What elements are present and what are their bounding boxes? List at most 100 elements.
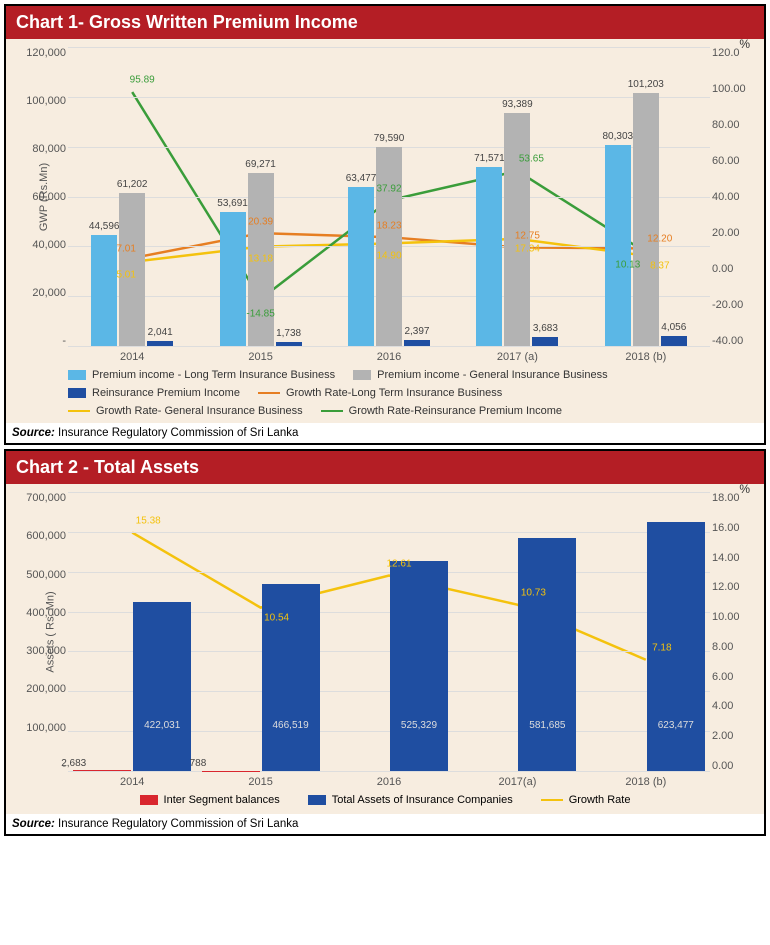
x-tick: 2014 [68,772,196,788]
axis-tick: 80.00 [712,119,740,131]
bar-group: 0525,329 [325,561,453,771]
axis-tick: 120,000 [26,47,66,59]
axis-tick: 2.00 [712,730,733,742]
gridline [68,492,710,493]
bar-general: 101,203 [633,93,659,346]
axis-tick: 700,000 [26,492,66,504]
bar-label: 2,397 [404,326,429,337]
chart2-plot: 2,683422,031788466,5190525,3290581,68506… [68,492,710,772]
bar-group: 63,47779,5902,397 [325,147,453,346]
bar-label: 581,685 [529,720,565,731]
legend-item: Premium income - Long Term Insurance Bus… [68,369,335,381]
chart2-body: Assets ( Rs. Mn) 700,000600,000500,00040… [6,484,764,814]
chart1-y-axis-right: % 120.0100.0080.0060.0040.0020.000.00-20… [710,47,756,347]
line-label: 15.38 [136,515,161,526]
axis-tick: 120.0 [712,47,740,59]
chart2-legend: Inter Segment balancesTotal Assets of In… [14,788,756,810]
bar-label: 466,519 [273,720,309,731]
chart1-plot: 44,59661,2022,04153,69169,2711,73863,477… [68,47,710,347]
bar-reinsurance: 4,056 [661,336,687,346]
line-label: 53.65 [519,154,544,165]
chart2-block: Chart 2 - Total Assets Assets ( Rs. Mn) … [4,449,766,836]
bar-label: 422,031 [144,720,180,731]
bar-long_term: 44,596 [91,235,117,346]
bar-label: 61,202 [117,179,148,190]
bar-general: 93,389 [504,113,530,346]
axis-tick: 8.00 [712,641,733,653]
chart1-body: GWP (Rs.Mn) 120,000100,00080,00060,00040… [6,39,764,423]
axis-tick: 16.00 [712,522,740,534]
line-label: 8.37 [650,261,669,272]
chart1-y-left-label: GWP (Rs.Mn) [38,163,50,231]
bar-label: 71,571 [474,153,505,164]
legend-label: Premium income - General Insurance Busin… [377,369,607,381]
chart1-block: Chart 1- Gross Written Premium Income GW… [4,4,766,445]
line-label: 5.01 [116,269,135,280]
axis-tick: 0.00 [712,760,733,772]
axis-tick: 20.00 [712,227,740,239]
bar-group: 788466,519 [196,584,324,771]
axis-tick: 10.00 [712,611,740,623]
legend-label: Growth Rate- General Insurance Business [96,405,303,417]
line-label: -14.85 [246,308,274,319]
line-label: 12.61 [386,558,411,569]
axis-tick: -40.00 [712,335,743,347]
chart1-legend: Premium income - Long Term Insurance Bus… [14,363,756,419]
chart2-y-right-label: % [739,482,750,496]
axis-tick: 18.00 [712,492,740,504]
chart2-plot-wrap: Assets ( Rs. Mn) 700,000600,000500,00040… [14,492,756,772]
legend-swatch [140,795,158,805]
legend-label: Inter Segment balances [164,794,280,806]
chart2-source-text: Insurance Regulatory Commission of Sri L… [58,818,298,830]
bar-reinsurance: 2,041 [147,341,173,346]
line-label: 12.75 [515,231,540,242]
x-tick: 2018 (b) [582,347,710,363]
bar-label: 3,683 [533,323,558,334]
line-label: 10.13 [615,260,640,271]
axis-tick: 600,000 [26,530,66,542]
gridline [68,346,710,347]
gridline [68,771,710,772]
legend-swatch [353,370,371,380]
legend-item: Inter Segment balances [140,794,280,806]
legend-swatch [308,795,326,805]
bar-label: 44,596 [89,221,120,232]
bar-label: 93,389 [502,99,533,110]
chart1-source: Source: Insurance Regulatory Commission … [6,423,764,443]
bar-label: 525,329 [401,720,437,731]
x-tick: 2016 [325,772,453,788]
bar-label: 788 [190,758,207,769]
legend-swatch [68,370,86,380]
x-tick: 2014 [68,347,196,363]
chart2-y-left-label: Assets ( Rs. Mn) [45,591,57,672]
bar-total_assets: 422,031 [133,602,191,771]
legend-swatch [258,392,280,394]
legend-item: Growth Rate [541,794,631,806]
axis-tick: 500,000 [26,569,66,581]
legend-swatch [541,799,563,801]
legend-item: Growth Rate-Reinsurance Premium Income [321,405,562,417]
gridline [68,47,710,48]
bar-long_term: 71,571 [476,167,502,346]
legend-swatch [68,410,90,412]
chart1-y-right-label: % [739,37,750,51]
legend-swatch [68,388,86,398]
bar-label: 2,683 [61,758,86,769]
chart2-title: Chart 2 - Total Assets [6,451,764,484]
legend-item: Premium income - General Insurance Busin… [353,369,607,381]
chart1-plot-wrap: GWP (Rs.Mn) 120,000100,00080,00060,00040… [14,47,756,347]
bar-label: 2,041 [148,327,173,338]
line-label: 7.18 [652,643,671,654]
axis-tick: 14.00 [712,552,740,564]
x-tick: 2015 [196,772,324,788]
axis-tick: 100.00 [712,83,746,95]
line-label: 20.39 [248,216,273,227]
axis-tick: 0.00 [712,263,733,275]
legend-item: Growth Rate- General Insurance Business [68,405,303,417]
bar-label: 4,056 [661,322,686,333]
chart2-y-axis-left: 700,000600,000500,000400,000300,000200,0… [14,492,68,772]
bar-label: 63,477 [346,173,377,184]
legend-swatch [321,410,343,412]
axis-tick: 20,000 [32,287,66,299]
axis-tick: 200,000 [26,683,66,695]
